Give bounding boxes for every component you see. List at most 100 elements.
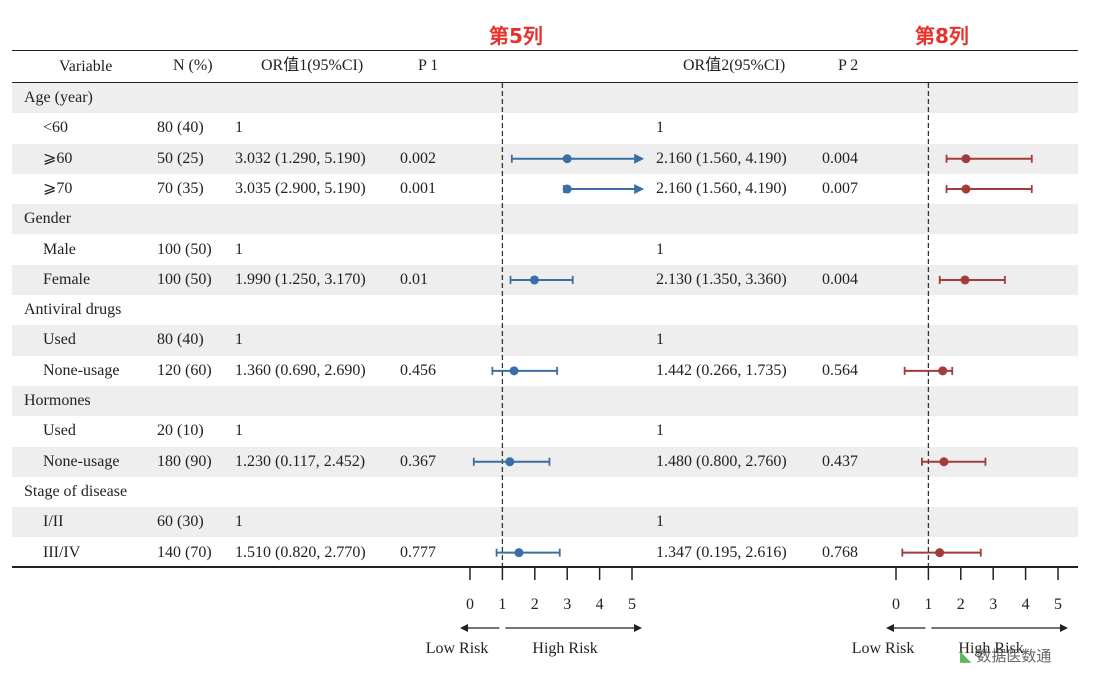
x-tick-label: 1 <box>924 596 932 613</box>
point-estimate <box>938 366 948 376</box>
x-tick-label: 4 <box>1022 596 1030 613</box>
high-risk-arrowhead <box>1060 624 1068 632</box>
or2-cell: 1.480 (0.800, 2.760) <box>656 452 787 470</box>
or1-cell: 1 <box>235 331 243 349</box>
or1-cell: 1.230 (0.117, 2.452) <box>235 452 366 470</box>
variable-label: I/II <box>43 513 64 531</box>
or1-cell: 1.990 (1.250, 3.170) <box>235 270 366 288</box>
variable-label: ⩾60 <box>43 149 73 167</box>
x-tick-label: 3 <box>989 596 997 613</box>
x-tick-label: 5 <box>628 596 636 613</box>
point-estimate <box>509 366 519 376</box>
x-tick-label: 2 <box>531 596 539 613</box>
header-p2: P 2 <box>838 57 859 74</box>
p2-cell: 0.564 <box>822 361 858 379</box>
or2-cell: 1 <box>656 119 664 137</box>
or1-cell: 3.032 (1.290, 5.190) <box>235 149 366 167</box>
point-estimate <box>960 275 970 285</box>
variable-label: Used <box>43 422 76 440</box>
n-cell: 20 (10) <box>157 422 204 440</box>
point-estimate <box>935 548 945 558</box>
n-cell: 180 (90) <box>157 452 212 470</box>
p1-cell: 0.002 <box>400 149 436 167</box>
n-cell: 80 (40) <box>157 331 204 349</box>
n-cell: 80 (40) <box>157 119 204 137</box>
p1-cell: 0.367 <box>400 452 436 470</box>
bottom-rule <box>12 566 1078 568</box>
column-note-right: 第8列 <box>915 24 969 48</box>
variable-label: None-usage <box>43 452 120 470</box>
or2-cell: 1 <box>656 422 664 440</box>
group-label: Stage of disease <box>24 482 128 500</box>
or2-cell: 1.442 (0.266, 1.735) <box>656 361 787 379</box>
or1-cell: 1 <box>235 240 243 258</box>
group-label: Hormones <box>24 392 91 409</box>
or2-cell: 2.160 (1.560, 4.190) <box>656 179 787 197</box>
ci-arrowhead <box>634 153 645 164</box>
p1-cell: 0.001 <box>400 179 436 197</box>
p2-cell: 0.768 <box>822 543 858 561</box>
group-label: Gender <box>24 210 72 228</box>
or2-cell: 2.130 (1.350, 3.360) <box>656 270 787 288</box>
or1-cell: 1 <box>235 513 243 531</box>
x-tick-label: 4 <box>596 596 604 613</box>
point-estimate <box>562 154 572 164</box>
x-tick-label: 0 <box>892 596 900 613</box>
high-risk-label: High Risk <box>532 640 597 657</box>
p2-cell: 0.437 <box>822 452 858 470</box>
header-variable: Variable <box>59 58 113 75</box>
or2-cell: 1.347 (0.195, 2.616) <box>656 543 787 561</box>
p2-cell: 0.004 <box>822 149 858 167</box>
variable-label: <60 <box>43 119 69 137</box>
p1-cell: 0.777 <box>400 543 436 561</box>
n-cell: 120 (60) <box>157 361 212 379</box>
point-estimate <box>529 275 539 285</box>
or2-cell: 1 <box>656 513 664 531</box>
or2-cell: 2.160 (1.560, 4.190) <box>656 149 787 167</box>
variable-label: ⩾70 <box>43 179 73 197</box>
variable-label: III/IV <box>43 543 81 561</box>
p2-cell: 0.007 <box>822 179 858 197</box>
point-estimate <box>939 457 949 467</box>
or1-cell: 1 <box>235 119 243 137</box>
or1-cell: 1 <box>235 422 243 440</box>
top-rule <box>12 50 1078 51</box>
point-estimate <box>961 154 971 164</box>
high-risk-arrowhead <box>634 624 642 632</box>
x-tick-label: 1 <box>498 596 506 613</box>
n-cell: 60 (30) <box>157 513 204 531</box>
row-shade <box>12 204 1078 235</box>
n-cell: 50 (25) <box>157 149 204 167</box>
n-cell: 140 (70) <box>157 543 212 561</box>
or2-cell: 1 <box>656 331 664 349</box>
low-risk-arrowhead <box>886 624 894 632</box>
group-label: Age (year) <box>24 89 93 106</box>
low-risk-arrowhead <box>460 624 468 632</box>
group-label: Antiviral drugs <box>24 301 122 319</box>
ci-arrowhead <box>634 184 645 195</box>
header-p1: P 1 <box>418 57 439 74</box>
x-tick-label: 5 <box>1054 596 1062 613</box>
watermark: ◣ 数据医数通 <box>960 645 1051 666</box>
variable-label: Male <box>43 240 76 258</box>
variable-label: Used <box>43 331 76 349</box>
header-or1: OR值1(95%CI) <box>261 57 364 74</box>
row-shade <box>12 83 1078 114</box>
row-shade <box>12 507 1078 538</box>
variable-label: Female <box>43 270 91 288</box>
or2-cell: 1 <box>656 240 664 258</box>
row-shade <box>12 325 1078 356</box>
x-tick-label: 3 <box>563 596 571 613</box>
p1-cell: 0.01 <box>400 270 428 288</box>
high-risk-label: High Risk <box>958 640 1023 657</box>
point-estimate <box>562 184 572 194</box>
header-n: N (%) <box>173 57 213 74</box>
watermark-text: 数据医数通 <box>976 647 1052 665</box>
point-estimate <box>514 548 524 558</box>
low-risk-label: Low Risk <box>426 640 489 657</box>
point-estimate <box>505 457 515 467</box>
row-shade <box>12 386 1078 417</box>
column-note-left: 第5列 <box>489 24 543 48</box>
n-cell: 100 (50) <box>157 270 212 288</box>
point-estimate <box>961 184 971 194</box>
